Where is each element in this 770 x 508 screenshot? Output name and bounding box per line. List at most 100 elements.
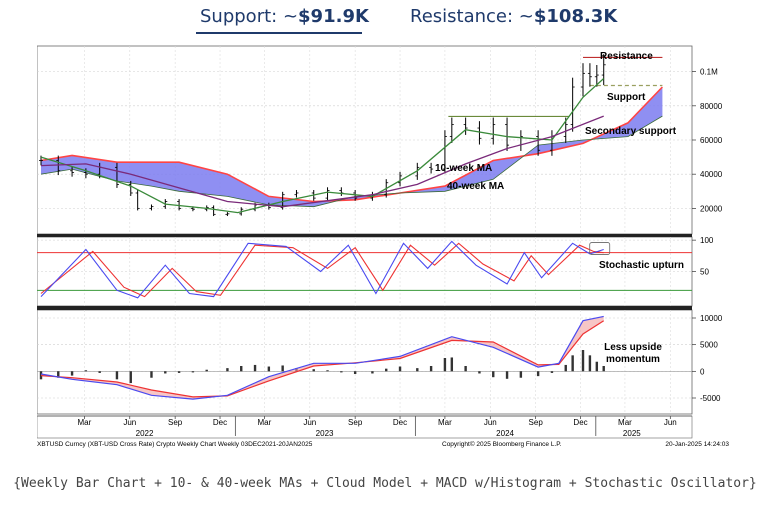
macd-histogram-bar [536,371,540,377]
stoch-y-tick-label: 50 [700,268,709,277]
macd-histogram-bar [57,371,60,378]
price-y-tick-label: 0.1M [700,68,718,77]
macd-histogram-bar [240,366,243,372]
x-axis-month-label: Mar [258,418,272,427]
annotation-10-week-ma: 10-week MA [435,163,492,174]
macd-y-tick-label: 0 [700,367,705,376]
x-axis-month-label: Dec [213,418,227,427]
annotation-secondary-support: Secondary support [585,126,677,137]
macd-line [40,315,604,400]
macd-histogram-bar [312,369,315,372]
macd-histogram-bar [385,368,388,372]
macd-histogram-bar [205,369,208,372]
cloud-area [41,87,663,207]
panel-separator [37,306,692,310]
macd-histogram-bar [595,361,599,372]
price-y-tick-label: 80000 [700,102,723,111]
support-heading-value: $91.9K [298,6,369,27]
cloud-span-a [40,86,663,203]
annotation-less-upside: Less upside [604,342,662,353]
footer-copyright: Copyright© 2025 Bloomberg Finance L.P. [442,440,562,448]
stoch-y-tick-label: 100 [700,236,714,245]
chart-area: 20000 40000 60000 80000 0.1M 50 100 -5000 0 5000 1… [37,44,731,456]
macd-histogram-bar [519,371,523,378]
cloud-span-b [40,115,663,208]
x-axis-month-label: Dec [573,418,587,427]
chart-header: Support: ~$91.9K Resistance: ~$108.3K [0,0,770,40]
macd-histogram-bar [581,350,585,372]
stochastic-k-line [40,240,604,299]
macd-histogram-bar [326,370,329,372]
x-axis-month-label: Sep [348,418,363,427]
ma40-line [40,115,604,208]
macd-histogram-bar [70,371,74,376]
stochastic-upturn-marker [589,242,611,255]
x-axis-month-label: Dec [393,418,407,427]
chart-caption: {Weekly Bar Chart + 10- & 40-week MAs + … [13,476,757,491]
macd-histogram-bar [129,371,132,384]
stochastic-d-line [40,242,604,298]
macd-histogram-bar [191,371,195,373]
annotation-support: Support [607,92,646,103]
x-axis-year-label: 2023 [316,429,334,438]
x-axis-month-label: Jun [123,418,136,427]
macd-histogram-bar [84,370,88,372]
annotation-stochastic-upturn: Stochastic upturn [599,260,684,271]
x-axis-year-label: 2024 [496,429,514,438]
macd-y-tick-label: 10000 [700,314,723,323]
macd-histogram-bar [371,371,374,374]
x-axis-month-label: Jun [303,418,316,427]
x-axis-month-label: Mar [618,418,632,427]
macd-y-tick-label: -5000 [700,394,721,403]
x-axis-year-label: 2022 [136,429,154,438]
footer-source: XBTUSD Curncy (XBT-USD Cross Rate) Crypt… [37,441,313,448]
macd-histogram-bar [564,364,567,372]
macd-histogram-bar [505,371,509,379]
macd-histogram-bar [177,371,181,373]
macd-histogram-bar [429,366,433,372]
macd-histogram-bar [602,366,605,372]
resistance-heading-label: Resistance: ~ [410,6,534,27]
x-axis-month-label: Mar [78,418,92,427]
x-axis-year-label: 2025 [623,429,641,438]
x-axis-month-label: Sep [168,418,183,427]
macd-histogram-bar [340,371,343,373]
annotation-resistance: Resistance [600,51,653,62]
x-axis-month-label: Jun [664,418,677,427]
annotation-momentum: momentum [606,354,660,365]
macd-histogram-bar [450,357,454,372]
macd-histogram-bar [588,355,592,372]
support-underline [196,32,362,34]
x-axis-month-label: Sep [529,418,544,427]
macd-histogram-bar [398,366,402,372]
support-heading-label: Support: ~ [200,6,299,27]
macd-histogram-bar [550,371,554,373]
macd-histogram-bar [492,371,495,378]
technical-chart: 20000 40000 60000 80000 0.1M 50 100 -5000 0 5000 1… [37,45,729,448]
footer-timestamp: 20-Jan-2025 14:24:03 [665,441,729,448]
macd-histogram-bar [115,371,119,380]
macd-histogram-bar [443,358,447,372]
ma10-line [40,78,605,214]
price-y-tick-label: 60000 [700,136,723,145]
x-axis-month-label: Mar [438,418,452,427]
macd-histogram-bar [281,365,284,372]
resistance-heading-value: $108.3K [533,6,618,27]
price-y-tick-label: 40000 [700,170,723,179]
macd-histogram-bar [353,371,357,374]
macd-histogram-bar [150,371,153,378]
x-axis-month-label: Jun [484,418,497,427]
macd-histogram-bar [98,371,101,373]
macd-histogram-bar [164,371,167,374]
macd-histogram-bar [478,371,481,374]
annotation-40-week-ma: 40-week MA [447,181,504,192]
panel-separator [37,234,692,237]
macd-histogram-bar [464,366,467,372]
macd-histogram-bar [571,355,574,372]
macd-histogram-bar [416,368,419,372]
macd-histogram-bar [226,368,229,372]
price-y-tick-label: 20000 [700,204,723,213]
resistance-heading: Resistance: ~$108.3K [410,6,617,27]
support-heading: Support: ~$91.9K [200,6,369,27]
macd-histogram-bar [253,364,257,372]
